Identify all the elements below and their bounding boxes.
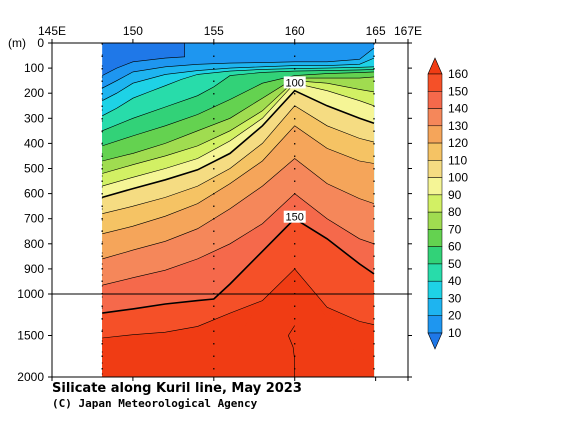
colorbar-segment (427, 142, 443, 161)
colorbar-arrow-bottom (427, 332, 443, 350)
x-tick-label: 165 (366, 24, 386, 38)
contour-line-60 (102, 71, 375, 147)
colorbar-label: 20 (448, 309, 462, 323)
contour-line-130 (102, 158, 375, 260)
y-tick-label: 700 (24, 212, 44, 226)
colorbar-segment (427, 160, 443, 178)
colorbar-segment (427, 315, 443, 334)
y-tick-label: 500 (24, 162, 44, 176)
contour-line-70 (102, 76, 375, 162)
credit-text: (C) Japan Meteorological Agency (52, 397, 258, 410)
y-tick-label: 1500 (17, 329, 44, 343)
contour-label-bg (283, 210, 306, 223)
contour-labels: 100 150 (283, 76, 306, 224)
contour-line-80 (102, 80, 375, 174)
y-tick-label: 2000 (17, 370, 44, 384)
plot-frame (51, 42, 409, 378)
colorbar-segment (427, 194, 443, 213)
colorbar-label: 140 (448, 102, 468, 116)
colorbar: 160 150 140 130 120 110 100 90 80 70 60 50 40 30 20 10 (427, 57, 468, 350)
y-tick-label: 900 (24, 262, 44, 276)
colorbar-segment (427, 229, 443, 247)
y-unit-label: (m) (8, 36, 26, 50)
colorbar-label: 90 (448, 188, 462, 202)
colorbar-segment (427, 177, 443, 196)
colorbar-label: 120 (448, 136, 468, 150)
x-tick-label: 150 (123, 24, 143, 38)
colorbar-label: 70 (448, 222, 462, 236)
colorbar-label: 10 (448, 326, 462, 340)
contour-line-160 (287, 325, 295, 377)
colorbar-label: 60 (448, 240, 462, 254)
contour-label: 150 (286, 212, 304, 224)
y-tick-label: 300 (24, 111, 44, 125)
y-tick-label: 400 (24, 136, 44, 150)
colorbar-label: 40 (448, 274, 462, 288)
colorbar-label: 110 (448, 153, 467, 167)
contour-line-90 (102, 82, 375, 187)
x-tick-label: 155 (204, 24, 224, 38)
axes: 145E 150 155 160 165 167E 0 100 200 300 400 500 600 7… (8, 24, 422, 384)
contour-label-bg (283, 76, 306, 89)
contour-lines (101, 43, 375, 377)
plot-border (51, 42, 409, 378)
colorbar-segment (427, 91, 443, 109)
x-tick-label: 167E (394, 24, 422, 38)
filled-contours (102, 43, 375, 377)
colorbar-label: 150 (448, 84, 468, 98)
contour-line-110 (102, 105, 375, 214)
colorbar-segment (427, 73, 443, 92)
contour-line-40 (102, 66, 375, 117)
contour-line-20 (102, 47, 375, 89)
x-tick-label: 145E (38, 24, 66, 38)
contour-label: 100 (286, 77, 304, 89)
colorbar-label: 80 (448, 205, 462, 219)
contour-line-140 (102, 193, 375, 286)
y-tick-label: 200 (24, 86, 44, 100)
colorbar-segment (427, 108, 443, 127)
x-tick-label: 160 (285, 24, 305, 38)
y-tick-label: 0 (37, 36, 44, 50)
colorbar-segment (427, 246, 443, 265)
colorbar-segment (427, 211, 443, 230)
y-tick-label: 100 (24, 61, 44, 75)
y-tick-label: 600 (24, 187, 44, 201)
contour-line-100 (101, 89, 375, 199)
colorbar-label: 100 (448, 171, 468, 185)
contour-line-150 (102, 217, 375, 314)
chart-title: Silicate along Kuril line, May 2023 (52, 381, 302, 396)
y-tick-label: 800 (24, 237, 44, 251)
colorbar-label: 30 (448, 291, 462, 305)
y-tick-label: 1000 (17, 287, 44, 301)
colorbar-label: 50 (448, 257, 462, 271)
colorbar-segment (427, 125, 443, 144)
colorbar-label: 130 (448, 119, 468, 133)
colorbar-segment (427, 280, 443, 299)
colorbar-label: 160 (448, 67, 468, 81)
colorbar-segment (427, 298, 443, 316)
band-fill-core (230, 268, 374, 377)
colorbar-segment (427, 263, 443, 282)
contour-line-30 (102, 57, 375, 101)
contour-line-50 (102, 69, 375, 132)
contour-line-155 (102, 268, 375, 339)
contour-line-120 (102, 125, 375, 235)
contour-line-10 (102, 43, 185, 76)
